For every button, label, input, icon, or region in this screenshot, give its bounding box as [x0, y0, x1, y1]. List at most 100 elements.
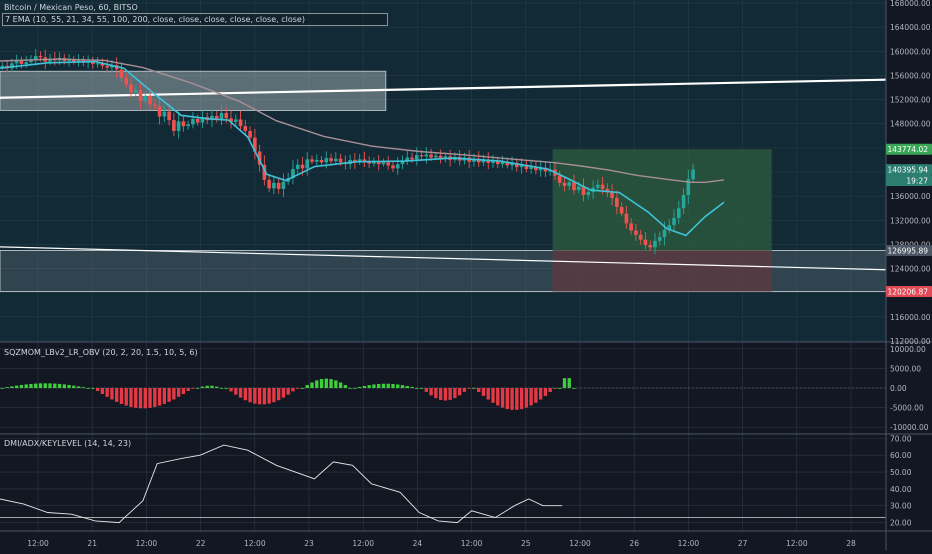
sqz-bar — [510, 388, 514, 410]
sqz-bar — [448, 388, 452, 400]
candle-body — [224, 112, 229, 119]
sqz-bar — [315, 380, 319, 388]
sqz-bar — [429, 388, 433, 396]
ema-legend[interactable]: 7 EMA (10, 55, 21, 34, 55, 100, 200, clo… — [2, 13, 388, 26]
dmi-axis-tick-label: 40.00 — [890, 485, 912, 494]
candle-body — [95, 63, 100, 65]
candle-body — [210, 115, 214, 121]
sqz-bar — [105, 388, 109, 397]
sqz-bar — [305, 385, 309, 388]
candle-body — [619, 207, 624, 214]
sqz-bar — [377, 383, 381, 388]
candle-body — [648, 245, 653, 248]
candle-body — [38, 56, 43, 58]
candle-body — [624, 213, 629, 224]
trendline-lower — [0, 246, 887, 271]
sqz-bar — [281, 388, 286, 398]
candle-body — [48, 59, 52, 62]
time-axis-tick-label: 23 — [304, 539, 314, 548]
price-tag-bg — [886, 164, 932, 176]
sqz-bar — [53, 383, 57, 388]
sqz-bar — [153, 388, 157, 407]
dmi-legend[interactable]: DMI/ADX/KEYLEVEL (14, 14, 23) — [4, 439, 132, 448]
candle-body — [214, 115, 219, 120]
time-axis-tick-label: 28 — [846, 539, 856, 548]
candle-body — [167, 111, 171, 121]
candle-body — [524, 164, 529, 169]
sqz-bar — [486, 388, 490, 400]
sqz-bar — [500, 388, 505, 408]
candle-body — [162, 111, 167, 117]
sqz-bar — [186, 388, 190, 392]
candle-body — [586, 191, 591, 195]
sqz-bar — [157, 388, 162, 406]
candle-body — [219, 112, 224, 120]
candle-body — [510, 162, 514, 166]
candle-body — [334, 158, 338, 162]
sqz-bar — [324, 378, 328, 388]
candle-body — [276, 182, 281, 189]
candle-body — [629, 223, 633, 231]
sqz-bar — [24, 384, 28, 388]
sqz-bar — [286, 388, 290, 395]
sqz-bar — [386, 383, 390, 388]
sqz-legend[interactable]: SQZMOM_LBv2_LR_OBV (20, 2, 20, 1.5, 10, … — [4, 348, 198, 357]
sqz-bar — [391, 383, 395, 388]
sqz-bar — [481, 388, 486, 396]
series-adx — [0, 444, 563, 524]
price-tag-label: 120206.87 — [887, 287, 928, 296]
sqz-bar — [538, 388, 543, 400]
time-axis-tick-label: 24 — [413, 539, 423, 548]
dmi-axis-tick-label: 60.00 — [890, 451, 912, 460]
candle-body — [295, 164, 300, 169]
candle-body — [0, 65, 5, 68]
symbol-legend[interactable]: Bitcoin / Mexican Peso, 60, BITSO — [4, 3, 138, 12]
candle-body — [100, 63, 105, 66]
candle-body — [429, 154, 433, 158]
candle-body — [576, 186, 581, 191]
candle-body — [572, 182, 576, 191]
candle-body — [257, 151, 262, 165]
candle-body — [386, 162, 391, 166]
candle-body — [238, 119, 243, 127]
candle-body — [481, 159, 486, 163]
candle-body — [272, 182, 276, 189]
sqz-bar — [343, 385, 348, 388]
candle-body — [67, 59, 71, 61]
sqz-bar — [543, 388, 548, 396]
sqz-bar — [467, 388, 471, 389]
candle-body — [434, 155, 438, 158]
sqz-bar — [215, 386, 219, 388]
candle-body — [543, 167, 548, 172]
sqz-bar — [572, 388, 576, 389]
candle-body — [248, 130, 252, 138]
sqz-bar — [562, 378, 567, 388]
candle-body — [672, 217, 676, 226]
candle-body — [10, 63, 14, 69]
sqz-bar — [148, 388, 152, 408]
candle-body — [143, 95, 148, 101]
candle-body — [14, 60, 19, 64]
candle-body — [200, 117, 205, 123]
candle-body — [281, 181, 286, 189]
sqz-bar — [57, 383, 62, 388]
sqz-bar — [415, 388, 419, 389]
price-tag-label: 140395.94 — [887, 166, 928, 175]
sqz-bar — [62, 384, 66, 388]
candle-body — [19, 60, 24, 64]
sqz-bar — [477, 388, 481, 393]
sqz-bar — [334, 380, 338, 388]
sqz-bar — [43, 383, 47, 388]
sqz-bar — [291, 388, 295, 392]
candle-body — [600, 184, 605, 189]
sqz-bar — [362, 385, 367, 388]
series-ema-10 — [0, 60, 725, 237]
sqz-bar — [119, 388, 124, 404]
candle-body — [653, 240, 657, 248]
sqz-bar — [434, 388, 438, 399]
sqz-bar — [267, 388, 271, 404]
sqz-bar — [95, 388, 100, 392]
